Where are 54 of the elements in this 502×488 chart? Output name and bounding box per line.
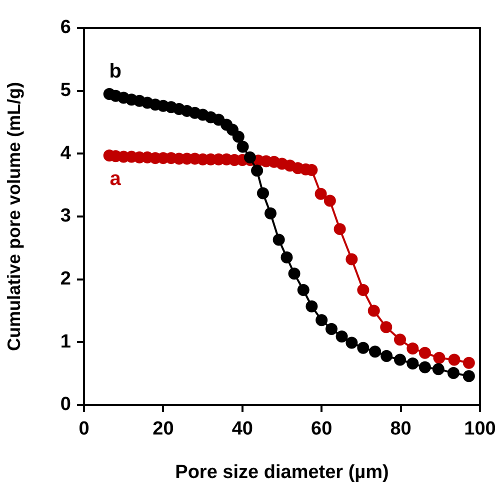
x-tick-label: 100 [464,418,496,440]
y-tick-label: 5 [60,80,72,102]
point [251,164,264,177]
point [447,366,460,379]
point [324,194,336,207]
point [280,251,293,264]
point [256,187,269,200]
y-axis-title: Cumulative pore volume (mL/g) [4,82,24,352]
point [380,321,392,334]
point [244,151,256,164]
point [432,363,444,376]
point [448,354,460,366]
point [232,130,244,143]
series-label: a [110,168,122,190]
point [462,356,475,369]
series-label: b [109,60,122,82]
point [297,284,310,296]
point [346,336,358,349]
point [394,334,406,346]
point [236,140,249,153]
y-tick-label: 0 [60,394,71,416]
y-tick-label: 3 [60,206,71,227]
point [462,370,475,382]
y-tick-label: 4 [60,142,72,164]
point [346,253,358,266]
point [368,304,380,317]
point [406,358,419,370]
point [369,346,382,358]
x-tick-label: 20 [152,418,174,440]
point [418,346,431,359]
point [380,350,393,362]
point [433,352,446,364]
point [418,361,431,374]
point [394,354,406,366]
point [406,342,419,354]
y-tick-label: 1 [60,331,72,352]
point [272,234,285,246]
point [336,330,348,343]
x-tick-label: 80 [390,418,412,440]
y-tick-label: 6 [60,17,71,38]
x-axis-title: Pore size diameter (µm) [175,462,389,483]
point [316,314,328,326]
point [334,223,346,236]
x-tick-label: 60 [311,418,332,440]
point [288,268,300,280]
x-tick-label: 0 [78,418,90,440]
point [326,322,338,335]
point [357,284,370,296]
point [264,207,277,220]
point [306,300,318,312]
y-tick-label: 2 [60,268,71,290]
x-tick-label: 40 [232,418,253,440]
point [314,188,327,200]
point [357,342,370,354]
